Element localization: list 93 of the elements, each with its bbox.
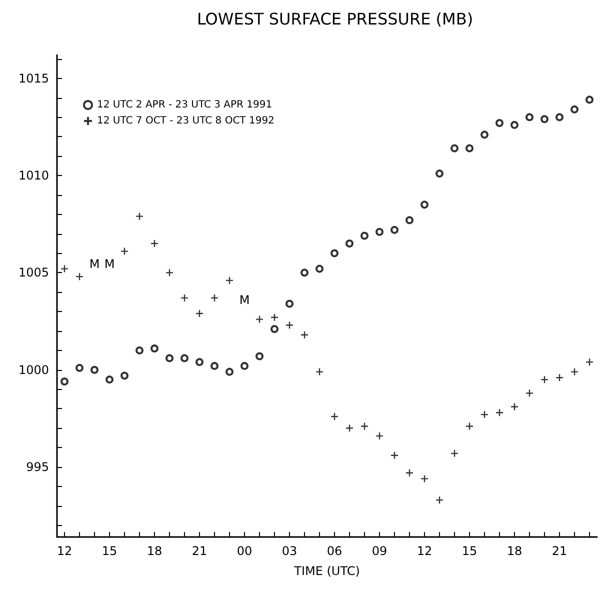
point — [526, 113, 534, 122]
point — [375, 432, 384, 440]
point — [465, 422, 474, 430]
x-tick-label: 18 — [506, 544, 522, 558]
point — [556, 113, 564, 122]
x-tick-label: 15 — [462, 544, 478, 558]
point — [540, 375, 549, 384]
x-axis-title: TIME (UTC) — [293, 564, 360, 578]
point — [106, 376, 114, 384]
x-tick-label: 12 — [416, 544, 432, 558]
point — [120, 372, 128, 380]
point — [180, 354, 188, 362]
point — [270, 325, 278, 334]
x-tick-label: 06 — [326, 544, 342, 558]
point — [136, 346, 144, 354]
point — [570, 368, 579, 376]
y-tick-label: 1000 — [18, 362, 49, 377]
point — [165, 268, 174, 277]
y-tick-label: 1010 — [18, 168, 49, 182]
point — [60, 378, 68, 386]
point — [210, 294, 219, 302]
legend-label: 12 UTC 2 APR - 23 UTC 3 APR 1991 — [97, 100, 272, 110]
point — [240, 362, 248, 370]
point — [510, 120, 518, 129]
point — [330, 249, 338, 258]
point — [510, 402, 519, 411]
point — [120, 247, 129, 256]
annotation: M — [104, 256, 115, 271]
point — [255, 315, 264, 324]
point — [150, 344, 158, 352]
x-tick-label: 09 — [372, 544, 388, 558]
point — [525, 389, 534, 398]
point — [450, 449, 459, 458]
x-tick-label: 15 — [102, 544, 118, 558]
point — [345, 424, 354, 432]
point — [150, 239, 159, 248]
point — [300, 268, 308, 277]
point — [315, 368, 324, 376]
y-tick-label: 1005 — [18, 266, 49, 280]
point — [225, 276, 234, 285]
x-tick-label: 21 — [192, 544, 208, 558]
point — [496, 119, 504, 128]
y-tick-label: 995 — [26, 460, 49, 474]
point — [256, 352, 264, 360]
point — [495, 408, 504, 417]
point — [390, 451, 399, 460]
point — [390, 226, 398, 234]
point — [210, 362, 218, 370]
point — [285, 321, 294, 330]
point — [196, 358, 204, 366]
point — [555, 374, 564, 382]
point — [420, 474, 429, 483]
point — [585, 358, 594, 366]
annotation: M — [89, 256, 100, 271]
x-tick-label: 00 — [236, 544, 252, 558]
point — [406, 216, 414, 224]
point — [540, 115, 548, 124]
x-tick-label: 12 — [56, 544, 72, 558]
point — [376, 228, 384, 236]
point — [435, 496, 444, 504]
point — [195, 309, 204, 318]
point — [480, 410, 489, 419]
point — [466, 144, 474, 152]
legend-label: 12 UTC 7 OCT - 23 UTC 8 OCT 1992 — [97, 116, 274, 126]
point — [450, 144, 458, 152]
point — [300, 330, 309, 339]
point — [405, 468, 414, 477]
point — [226, 368, 234, 376]
point — [480, 130, 488, 139]
point — [76, 364, 84, 372]
point — [586, 96, 594, 104]
point — [330, 412, 339, 421]
point — [316, 264, 324, 273]
point — [166, 354, 174, 362]
point — [360, 232, 368, 240]
point — [346, 240, 354, 248]
x-tick-label: 18 — [146, 544, 162, 558]
point — [420, 200, 428, 209]
point — [135, 212, 144, 220]
point — [90, 366, 98, 374]
x-tick-label: 21 — [552, 544, 568, 558]
point — [436, 170, 444, 178]
point — [75, 272, 84, 281]
point — [270, 313, 279, 322]
chart-title: LOWEST SURFACE PRESSURE (MB) — [196, 10, 474, 28]
x-tick-label: 03 — [282, 544, 298, 558]
point — [360, 422, 369, 430]
point — [570, 105, 578, 114]
point — [180, 294, 189, 302]
point — [60, 264, 69, 273]
point — [286, 300, 294, 308]
y-tick-label: 1015 — [18, 71, 49, 86]
annotation: M — [239, 292, 250, 307]
